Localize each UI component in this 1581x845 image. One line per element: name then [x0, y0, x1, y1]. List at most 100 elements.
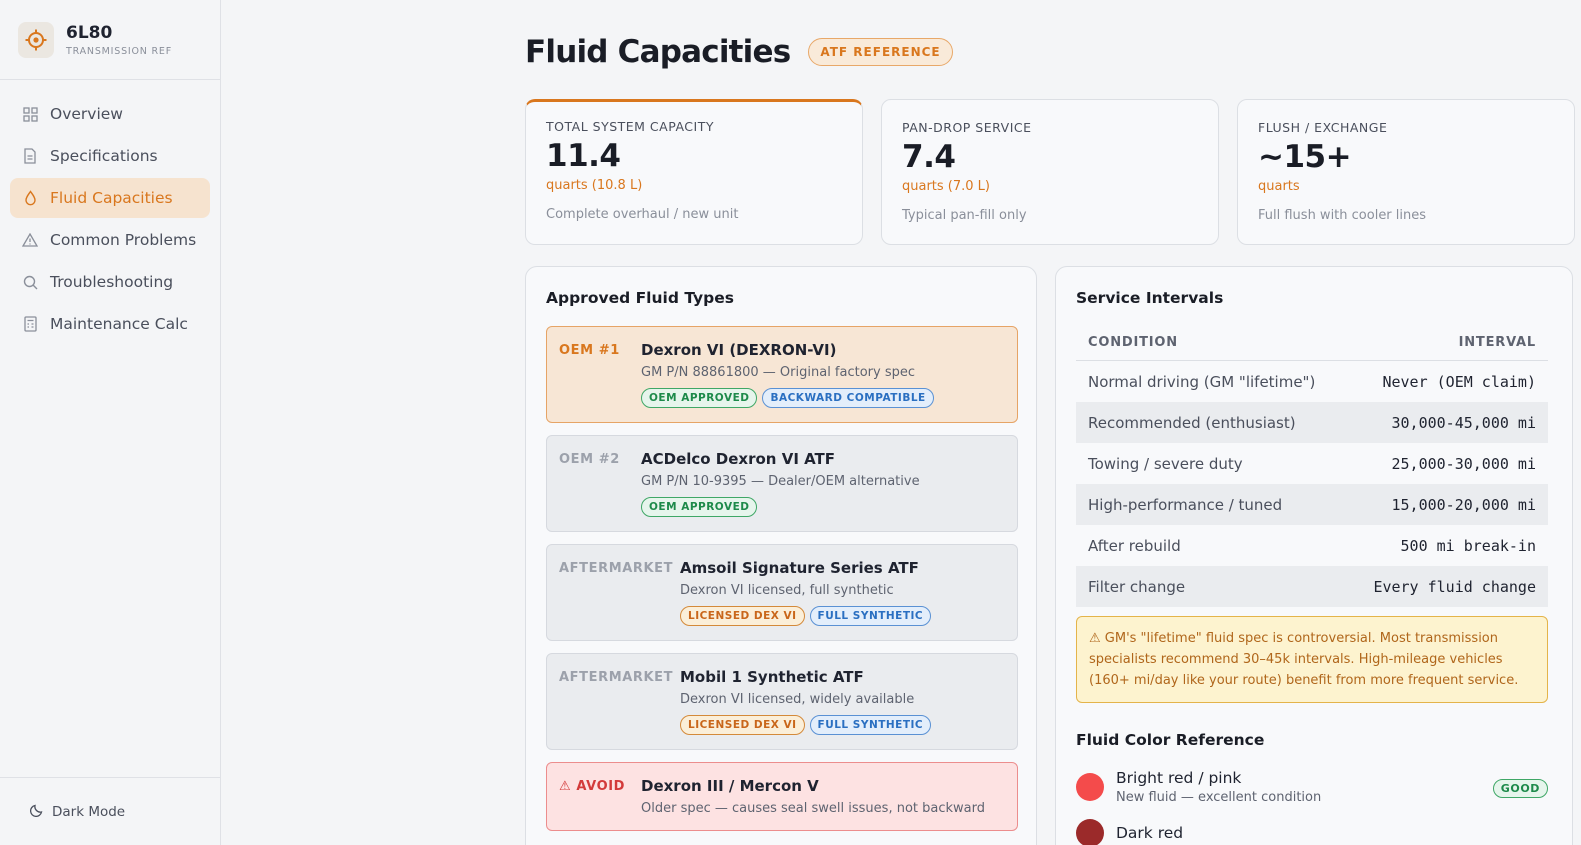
table-row: After rebuild 500 mi break-in [1076, 525, 1548, 566]
card-title: Service Intervals [1076, 289, 1224, 307]
tag-backward-compatible: BACKWARD COMPATIBLE [762, 388, 934, 408]
sidebar-nav: Overview Specifications Fluid Capacities… [0, 80, 220, 344]
column-header-interval: INTERVAL [1458, 335, 1536, 350]
sidebar-item-specifications[interactable]: Specifications [10, 136, 210, 176]
lifetime-fluid-warning: ⚠ GM's "lifetime" fluid spec is controve… [1076, 616, 1548, 703]
stat-value: ~15+ [1258, 139, 1352, 175]
gear-target-icon [18, 21, 54, 58]
stat-unit: quarts [1258, 179, 1300, 194]
condition-cell: High-performance / tuned [1088, 495, 1283, 514]
condition-cell: After rebuild [1088, 536, 1181, 555]
table-row: Filter change Every fluid change [1076, 566, 1548, 607]
approved-fluids-card: Approved Fluid Types OEM #1 Dexron VI (D… [525, 266, 1037, 845]
warning-triangle-icon [22, 232, 38, 248]
color-name: Bright red / pink [1116, 769, 1242, 787]
fluid-name: Amsoil Signature Series ATF [680, 559, 919, 577]
sidebar-item-label: Troubleshooting [50, 273, 174, 291]
condition-cell: Filter change [1088, 577, 1186, 596]
sidebar-item-common-problems[interactable]: Common Problems [10, 220, 210, 260]
card-title: Approved Fluid Types [546, 289, 734, 307]
fluid-item[interactable]: AFTERMARKET Mobil 1 Synthetic ATF Dexron… [546, 653, 1018, 750]
stat-unit: quarts (7.0 L) [902, 179, 990, 194]
sidebar-item-label: Maintenance Calc [50, 315, 188, 333]
dark-red-swatch-icon [1076, 819, 1104, 845]
moon-icon [29, 803, 44, 821]
table-row: High-performance / tuned 15,000-20,000 m… [1076, 484, 1548, 525]
stat-card-pan-drop: PAN-DROP SERVICE 7.4 quarts (7.0 L) Typi… [881, 99, 1219, 245]
interval-cell: Every fluid change [1373, 577, 1536, 596]
sidebar-item-label: Fluid Capacities [50, 189, 173, 207]
droplet-icon [22, 190, 38, 206]
fluid-rank: OEM #1 [559, 343, 620, 358]
table-header: CONDITION INTERVAL [1076, 325, 1548, 361]
stat-value: 7.4 [902, 139, 956, 175]
good-badge: GOOD [1492, 779, 1548, 798]
condition-cell: Towing / severe duty [1088, 454, 1243, 473]
fluid-item[interactable]: OEM #2 ACDelco Dexron VI ATF GM P/N 10-9… [546, 435, 1018, 532]
stat-label: PAN-DROP SERVICE [902, 120, 1032, 135]
stat-cards: TOTAL SYSTEM CAPACITY 11.4 quarts (10.8 … [525, 99, 1581, 245]
fluid-list: OEM #1 Dexron VI (DEXRON-VI) GM P/N 8886… [546, 326, 1018, 831]
stat-note: Full flush with cooler lines [1258, 208, 1427, 223]
sidebar-item-maintenance-calc[interactable]: Maintenance Calc [10, 304, 210, 344]
sidebar-item-overview[interactable]: Overview [10, 94, 210, 134]
intervals-table: CONDITION INTERVAL Normal driving (GM "l… [1076, 325, 1548, 607]
sidebar: 6L80 TRANSMISSION REF Overview Specifica… [0, 0, 221, 845]
tag-oem-approved: OEM APPROVED [641, 497, 758, 517]
grid-icon [22, 106, 38, 122]
interval-cell: 15,000-20,000 mi [1391, 495, 1537, 514]
dark-mode-label: Dark Mode [52, 803, 126, 820]
fluid-name: Dexron III / Mercon V [641, 777, 819, 795]
color-item: Dark red [1076, 819, 1552, 845]
condition-cell: Normal driving (GM "lifetime") [1088, 372, 1316, 391]
color-desc: New fluid — excellent condition [1116, 790, 1322, 805]
fluid-color-title: Fluid Color Reference [1076, 731, 1265, 749]
dark-mode-toggle[interactable]: Dark Mode [0, 777, 220, 845]
stat-note: Typical pan-fill only [902, 208, 1027, 223]
condition-cell: Recommended (enthusiast) [1088, 413, 1296, 432]
tag-licensed-dex-vi: LICENSED DEX VI [680, 715, 805, 735]
sidebar-item-label: Specifications [50, 147, 158, 165]
stat-label: FLUSH / EXCHANGE [1258, 120, 1388, 135]
sidebar-item-troubleshooting[interactable]: Troubleshooting [10, 262, 210, 302]
color-name: Dark red [1116, 824, 1184, 842]
fluid-item-avoid[interactable]: ⚠ AVOID Dexron III / Mercon V Older spec… [546, 762, 1018, 831]
brand[interactable]: 6L80 TRANSMISSION REF [0, 0, 220, 80]
sidebar-item-label: Common Problems [50, 231, 197, 249]
interval-cell: 25,000-30,000 mi [1391, 454, 1537, 473]
table-row: Towing / severe duty 25,000-30,000 mi [1076, 443, 1548, 484]
page-title: Fluid Capacities [525, 34, 791, 70]
tag-full-synthetic: FULL SYNTHETIC [809, 606, 932, 626]
stat-card-total-capacity: TOTAL SYSTEM CAPACITY 11.4 quarts (10.8 … [525, 99, 863, 245]
fluid-desc: Older spec — causes seal swell issues, n… [641, 801, 985, 816]
red-swatch-icon [1076, 773, 1104, 801]
search-icon [22, 274, 38, 290]
table-row: Normal driving (GM "lifetime") Never (OE… [1076, 361, 1548, 402]
tag-licensed-dex-vi: LICENSED DEX VI [680, 606, 805, 626]
page-header: Fluid Capacities ATF REFERENCE [525, 34, 953, 70]
stat-unit: quarts (10.8 L) [546, 178, 643, 193]
brand-subtitle: TRANSMISSION REF [66, 45, 172, 57]
table-row: Recommended (enthusiast) 30,000-45,000 m… [1076, 402, 1548, 443]
column-header-condition: CONDITION [1088, 335, 1178, 350]
document-icon [22, 148, 38, 164]
service-intervals-card: Service Intervals CONDITION INTERVAL Nor… [1055, 266, 1573, 845]
sidebar-item-fluid-capacities[interactable]: Fluid Capacities [10, 178, 210, 218]
fluid-desc: GM P/N 10-9395 — Dealer/OEM alternative [641, 474, 920, 489]
atf-reference-badge: ATF REFERENCE [808, 38, 953, 66]
fluid-name: ACDelco Dexron VI ATF [641, 450, 836, 468]
calculator-icon [22, 316, 38, 332]
fluid-desc: Dexron VI licensed, widely available [680, 692, 915, 707]
stat-note: Complete overhaul / new unit [546, 207, 739, 222]
stat-label: TOTAL SYSTEM CAPACITY [546, 119, 714, 134]
fluid-desc: GM P/N 88861800 — Original factory spec [641, 365, 916, 380]
fluid-name: Dexron VI (DEXRON-VI) [641, 341, 837, 359]
brand-title: 6L80 [66, 22, 113, 43]
color-item: Bright red / pink New fluid — excellent … [1076, 769, 1548, 805]
stat-value: 11.4 [546, 138, 621, 174]
fluid-item[interactable]: OEM #1 Dexron VI (DEXRON-VI) GM P/N 8886… [546, 326, 1018, 423]
fluid-item[interactable]: AFTERMARKET Amsoil Signature Series ATF … [546, 544, 1018, 641]
interval-cell: Never (OEM claim) [1382, 372, 1536, 391]
interval-cell: 30,000-45,000 mi [1391, 413, 1537, 432]
interval-cell: 500 mi break-in [1400, 536, 1536, 555]
